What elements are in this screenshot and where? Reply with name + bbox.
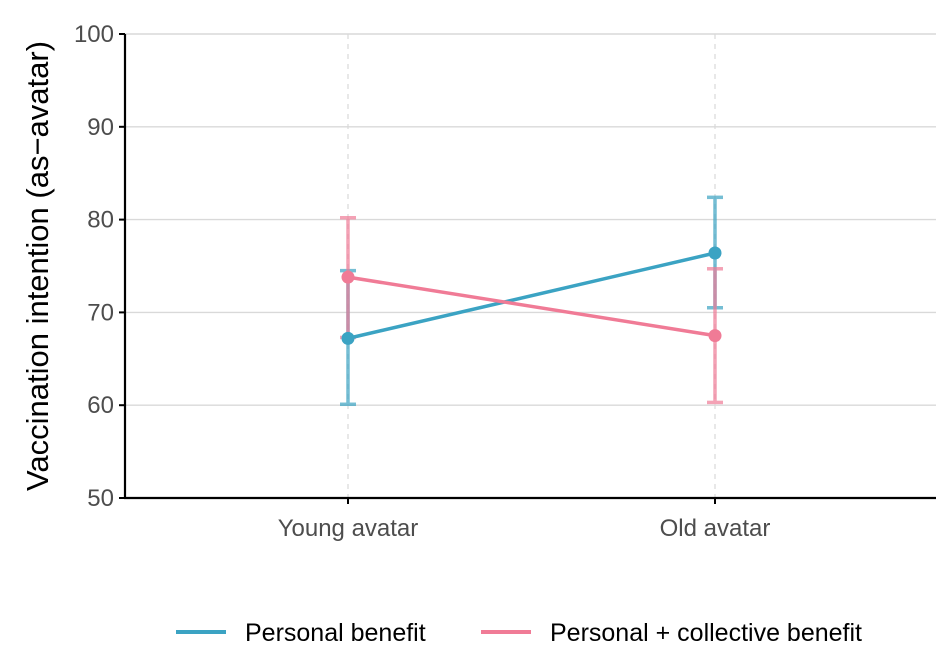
data-point bbox=[708, 329, 722, 343]
series-points bbox=[341, 246, 722, 345]
legend-label: Personal + collective benefit bbox=[550, 619, 862, 647]
error-bars bbox=[340, 195, 723, 407]
axes bbox=[123, 34, 936, 500]
legend-item: Personal + collective benefit bbox=[481, 619, 862, 647]
y-axis-title: Vaccination intention (as−avatar) bbox=[20, 41, 55, 491]
y-tick-label: 70 bbox=[87, 299, 114, 326]
data-point bbox=[341, 331, 355, 345]
y-tick-label: 90 bbox=[87, 114, 114, 141]
grid bbox=[125, 33, 936, 498]
x-ticks: Young avatar Old avatar bbox=[278, 498, 771, 542]
data-point bbox=[341, 270, 355, 284]
legend-label: Personal benefit bbox=[245, 619, 426, 647]
y-tick-label: 60 bbox=[87, 392, 114, 419]
y-tick-label: 50 bbox=[87, 485, 114, 512]
x-tick-label: Old avatar bbox=[660, 515, 771, 542]
x-tick-label: Young avatar bbox=[278, 515, 419, 542]
legend: Personal benefit Personal + collective be… bbox=[176, 619, 862, 647]
y-tick-label: 100 bbox=[74, 21, 114, 48]
series-line bbox=[346, 275, 717, 338]
y-ticks: 50 60 70 80 90 100 bbox=[74, 21, 125, 512]
legend-item: Personal benefit bbox=[176, 619, 426, 647]
y-tick-label: 80 bbox=[87, 207, 114, 234]
series-line bbox=[346, 251, 717, 341]
data-point bbox=[708, 246, 722, 260]
series-lines bbox=[346, 251, 717, 341]
